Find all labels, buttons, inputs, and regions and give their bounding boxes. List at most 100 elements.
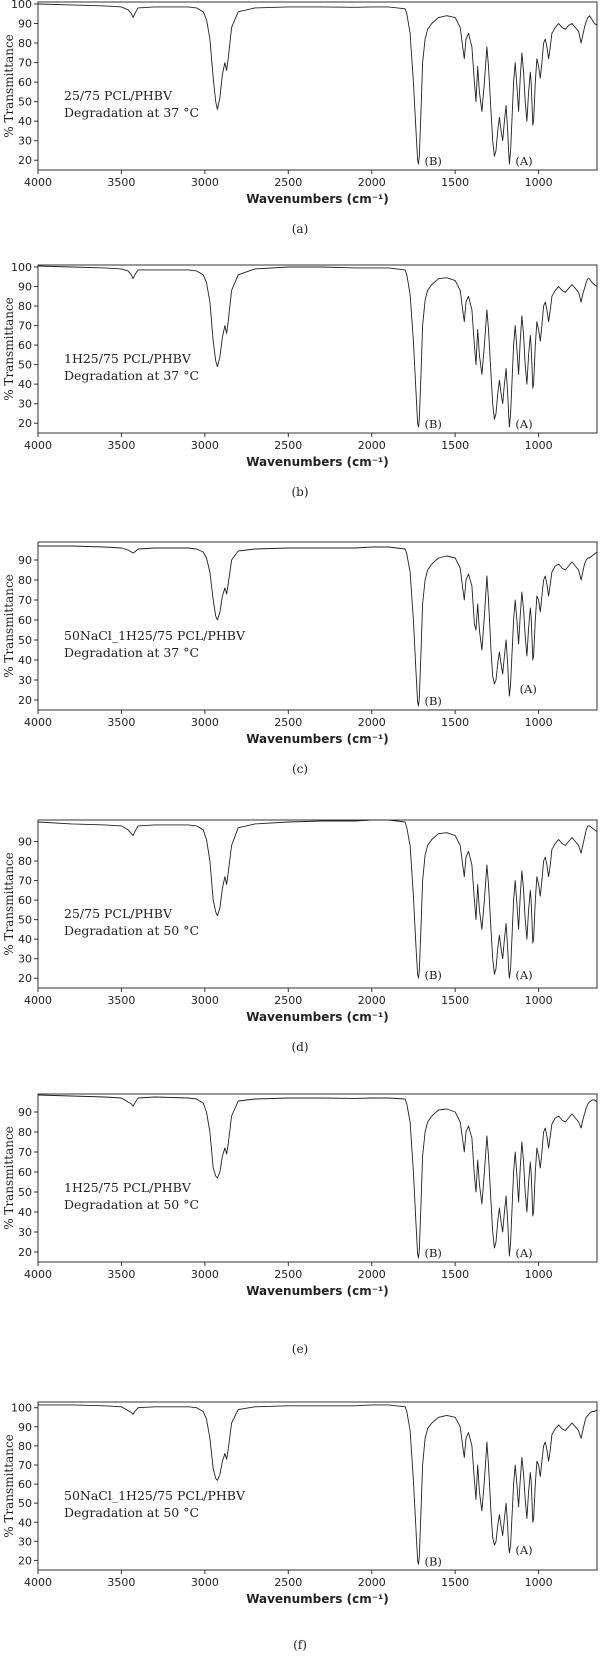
sample-annotation: 1H25/75 PCL/PHBV bbox=[64, 1180, 192, 1195]
sample-annotation: Degradation at 37 °C bbox=[64, 105, 199, 120]
y-tick-label: 90 bbox=[18, 1421, 32, 1434]
y-tick-label: 80 bbox=[18, 1126, 32, 1139]
y-tick-label: 90 bbox=[18, 554, 32, 567]
y-tick-label: 30 bbox=[18, 953, 32, 966]
y-tick-label: 50 bbox=[18, 96, 32, 109]
x-tick-label: 1000 bbox=[525, 176, 553, 189]
y-tick-label: 70 bbox=[18, 875, 32, 888]
x-axis-label: Wavenumbers (cm⁻¹) bbox=[246, 455, 389, 469]
chart-panel-f: 20 30 40 50 60 70 80 90 100 4000 3500 3000 2500 2000 1… bbox=[0, 1400, 600, 1652]
x-tick-label: 1000 bbox=[525, 1576, 553, 1589]
x-tick-label: 1500 bbox=[441, 176, 469, 189]
x-tick-label: 4000 bbox=[24, 1576, 52, 1589]
x-axis-label: Wavenumbers (cm⁻¹) bbox=[246, 732, 389, 746]
y-tick-label: 20 bbox=[18, 417, 32, 430]
y-tick-label: 50 bbox=[18, 634, 32, 647]
plot-frame bbox=[37, 1, 598, 171]
y-tick-label: 90 bbox=[18, 17, 32, 30]
x-tick-label: 4000 bbox=[24, 439, 52, 452]
peak-label: (A) bbox=[515, 154, 532, 168]
y-tick-label: 40 bbox=[18, 933, 32, 946]
y-tick-label: 70 bbox=[18, 57, 32, 70]
peak-label: (B) bbox=[424, 417, 441, 431]
x-tick-label: 1500 bbox=[441, 1576, 469, 1589]
plot-frame bbox=[37, 541, 598, 711]
panel-caption-f: (f) bbox=[293, 1638, 307, 1652]
peak-label: (A) bbox=[515, 968, 532, 982]
peak-label: (B) bbox=[424, 968, 441, 982]
chart-panel-d: 20 30 40 50 60 70 80 90 4000 3500 3000 2500 2000 1500… bbox=[0, 818, 600, 1061]
peak-label: (A) bbox=[520, 682, 537, 696]
x-tick-label: 3500 bbox=[107, 439, 135, 452]
x-tick-label: 3000 bbox=[191, 176, 219, 189]
y-axis-label: % Transmittance bbox=[2, 852, 16, 956]
x-tick-label: 3500 bbox=[107, 176, 135, 189]
y-axis-label: % Transmittance bbox=[2, 297, 16, 401]
y-tick-label: 80 bbox=[18, 37, 32, 50]
y-tick-label: 70 bbox=[18, 1459, 32, 1472]
spectrum-line bbox=[37, 3, 598, 165]
plot-frame bbox=[37, 1093, 598, 1263]
y-tick-label: 100 bbox=[11, 0, 32, 11]
y-tick-label: 30 bbox=[18, 674, 32, 687]
x-tick-label: 1500 bbox=[441, 1268, 469, 1281]
chart-svg-e: 20 30 40 50 60 70 80 90 4000 3500 3000 2500 2000 1500… bbox=[2, 1093, 598, 1298]
y-tick-label: 20 bbox=[18, 694, 32, 707]
x-tick-label: 4000 bbox=[24, 1268, 52, 1281]
y-tick-label: 80 bbox=[18, 574, 32, 587]
sample-annotation: Degradation at 50 °C bbox=[64, 1197, 199, 1212]
y-tick-label: 80 bbox=[18, 855, 32, 868]
x-tick-label: 2500 bbox=[274, 176, 302, 189]
x-tick-label: 4000 bbox=[24, 716, 52, 729]
sample-annotation: 50NaCl_1H25/75 PCL/PHBV bbox=[64, 628, 246, 643]
y-tick-label: 30 bbox=[18, 1535, 32, 1548]
y-tick-label: 90 bbox=[18, 280, 32, 293]
x-tick-label: 3000 bbox=[191, 1576, 219, 1589]
y-tick-label: 20 bbox=[18, 1554, 32, 1567]
y-tick-label: 100 bbox=[11, 1402, 32, 1415]
y-tick-label: 60 bbox=[18, 339, 32, 352]
sample-annotation: Degradation at 37 °C bbox=[64, 368, 199, 383]
y-tick-label: 50 bbox=[18, 914, 32, 927]
x-tick-label: 1000 bbox=[525, 716, 553, 729]
peak-label: (A) bbox=[515, 1246, 532, 1260]
y-axis-label: % Transmittance bbox=[2, 1126, 16, 1230]
x-tick-label: 2000 bbox=[358, 439, 386, 452]
y-tick-label: 80 bbox=[18, 300, 32, 313]
x-axis-label: Wavenumbers (cm⁻¹) bbox=[246, 1592, 389, 1606]
x-tick-label: 1500 bbox=[441, 994, 469, 1007]
sample-annotation: Degradation at 50 °C bbox=[64, 923, 199, 938]
y-tick-label: 20 bbox=[18, 154, 32, 167]
peak-label: (A) bbox=[515, 1543, 532, 1557]
x-axis-label: Wavenumbers (cm⁻¹) bbox=[246, 192, 389, 206]
y-tick-label: 20 bbox=[18, 972, 32, 985]
sample-annotation: Degradation at 50 °C bbox=[64, 1505, 199, 1520]
y-tick-label: 60 bbox=[18, 1478, 32, 1491]
panel-caption-b: (b) bbox=[291, 485, 309, 499]
y-tick-label: 90 bbox=[18, 1106, 32, 1119]
y-tick-label: 30 bbox=[18, 135, 32, 148]
x-tick-label: 4000 bbox=[24, 994, 52, 1007]
x-tick-label: 2500 bbox=[274, 994, 302, 1007]
x-tick-label: 3500 bbox=[107, 994, 135, 1007]
y-axis-label: % Transmittance bbox=[2, 1434, 16, 1538]
y-tick-label: 90 bbox=[18, 835, 32, 848]
y-tick-label: 100 bbox=[11, 261, 32, 274]
x-axis-label: Wavenumbers (cm⁻¹) bbox=[246, 1284, 389, 1298]
spectrum-line bbox=[37, 819, 598, 979]
chart-svg-f: 20 30 40 50 60 70 80 90 100 4000 3500 3000 2500 2000 1… bbox=[2, 1401, 598, 1606]
panel-caption-e: (e) bbox=[291, 1342, 309, 1356]
sample-annotation: 1H25/75 PCL/PHBV bbox=[64, 351, 192, 366]
spectrum-line bbox=[38, 545, 598, 707]
sample-annotation: 25/75 PCL/PHBV bbox=[64, 906, 173, 921]
x-tick-label: 3500 bbox=[107, 1268, 135, 1281]
y-axis-label: % Transmittance bbox=[2, 574, 16, 678]
y-axis-label: % Transmittance bbox=[2, 34, 16, 138]
x-tick-label: 2500 bbox=[274, 716, 302, 729]
y-tick-label: 50 bbox=[18, 359, 32, 372]
sample-annotation: 50NaCl_1H25/75 PCL/PHBV bbox=[64, 1488, 246, 1503]
chart-panel-c: 20 30 40 50 60 70 80 90 4000 3500 3000 2500 2000 1500… bbox=[0, 540, 600, 783]
x-tick-label: 4000 bbox=[24, 176, 52, 189]
x-tick-label: 2500 bbox=[274, 439, 302, 452]
chart-svg-b: 20 30 40 50 60 70 80 90 100 4000 3500 3000 2500 2000 1… bbox=[2, 261, 598, 469]
